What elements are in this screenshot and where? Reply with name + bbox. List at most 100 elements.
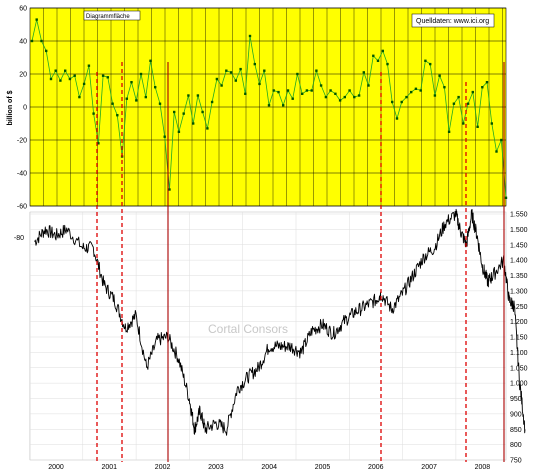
flows-point: [45, 49, 48, 53]
flows-point: [457, 95, 460, 99]
index-y-tick: 1.000: [510, 381, 528, 388]
index-y-tick: 750: [510, 458, 522, 465]
flows-point: [438, 74, 441, 77]
flows-point: [500, 138, 503, 142]
flows-y-tick: 40: [19, 39, 27, 46]
flows-point: [272, 89, 275, 92]
index-panel: Cortal Consors -80 1.550 1.500 1.450 1.400 1…: [14, 208, 528, 471]
index-x-tick: 2007: [421, 464, 437, 471]
index-y-tick: 1.100: [510, 350, 528, 357]
flows-y-tick: 20: [19, 72, 27, 79]
flows-point: [305, 89, 309, 92]
flows-point: [59, 79, 62, 82]
index-left-tick-label: -80: [14, 235, 24, 242]
flows-point: [452, 102, 456, 105]
flows-point: [163, 135, 166, 138]
flows-y-tick: 0: [23, 105, 27, 112]
flows-point: [116, 114, 119, 117]
flows-point: [73, 74, 76, 77]
flows-point: [395, 117, 399, 120]
flows-point: [410, 90, 413, 94]
flows-point: [429, 62, 432, 66]
flows-point: [466, 102, 470, 105]
index-y-tick: 1.350: [510, 273, 528, 280]
index-y-tick: 850: [510, 427, 522, 434]
flows-point: [35, 18, 38, 21]
flows-point: [485, 81, 489, 84]
flows-y-tick: -40: [17, 171, 27, 178]
flows-point: [158, 102, 162, 105]
flows-point: [182, 112, 185, 115]
flows-y-tick: 60: [19, 6, 27, 13]
flows-point: [82, 82, 86, 86]
flows-point: [253, 62, 256, 66]
flows-point: [471, 90, 474, 94]
flows-point: [433, 94, 437, 97]
index-y-tick: 1.500: [510, 227, 528, 234]
flows-point: [196, 94, 200, 97]
flows-point: [424, 59, 427, 62]
index-x-tick: 2004: [261, 464, 277, 471]
flows-point: [296, 72, 299, 76]
index-x-tick: 2005: [315, 464, 331, 471]
flows-point: [405, 95, 408, 99]
source-text: Quelldaten: www.ici.org: [416, 18, 489, 25]
flows-point: [92, 112, 95, 115]
flows-point: [220, 84, 223, 87]
flows-point: [414, 87, 418, 90]
flows-point: [267, 104, 271, 107]
flows-point: [139, 72, 143, 76]
flows-point: [490, 122, 493, 125]
flows-point: [372, 54, 375, 57]
index-series-line: [34, 208, 526, 436]
flows-point: [111, 102, 114, 105]
index-plot-area: [29, 211, 507, 461]
index-x-tick: 2002: [155, 464, 171, 471]
index-x-tick-labels: 2000 2001 2002 2003 2004 2005 2006 2007 2008: [48, 464, 490, 471]
flows-y-tick: -60: [17, 204, 27, 211]
flows-point: [68, 77, 72, 81]
diagram-area-label: Diagrammfläche: [83, 10, 141, 21]
flows-point: [462, 122, 465, 125]
flows-point: [225, 69, 228, 72]
index-y-tick: 1.300: [510, 288, 528, 295]
flows-point: [229, 71, 233, 74]
flows-point: [149, 59, 152, 62]
flows-y-tick: -20: [17, 138, 27, 145]
flows-point: [476, 125, 479, 128]
flows-point: [154, 86, 157, 89]
flows-panel: 60 40 20 0 -20 -40 -60 billion of $ Diagrammfl…: [7, 6, 508, 211]
index-x-tick: 2006: [368, 464, 384, 471]
flows-point: [343, 95, 346, 99]
flows-point: [353, 95, 356, 99]
flows-point: [367, 84, 370, 87]
flows-point: [334, 92, 337, 95]
flows-point: [329, 89, 332, 92]
flows-point: [291, 97, 294, 100]
source-label: Quelldaten: www.ici.org: [411, 13, 495, 28]
diagram-area-box: [83, 10, 141, 21]
event-lines: [96, 62, 505, 462]
index-y-tick: 1.450: [510, 242, 528, 249]
flows-point: [87, 64, 91, 67]
index-y-tick: 1.250: [510, 304, 528, 311]
flows-point: [400, 100, 403, 104]
flows-point: [381, 49, 384, 53]
index-gridlines: [29, 212, 506, 461]
flows-point: [54, 69, 57, 72]
flows-point: [263, 69, 266, 72]
index-x-tick: 2008: [475, 464, 491, 471]
flows-point: [376, 59, 380, 62]
index-y-tick: 950: [510, 396, 522, 403]
flows-point: [391, 100, 394, 104]
flows-point: [168, 188, 171, 191]
flows-point: [324, 95, 328, 99]
flows-point: [481, 86, 484, 89]
flows-point: [234, 79, 237, 82]
index-x-tick: 2003: [208, 464, 224, 471]
flows-point: [443, 86, 446, 89]
flows-y-tick-labels: 60 40 20 0 -20 -40 -60: [17, 6, 27, 211]
flows-point: [177, 130, 181, 133]
flows-point: [135, 99, 138, 102]
flows-point: [49, 77, 53, 81]
